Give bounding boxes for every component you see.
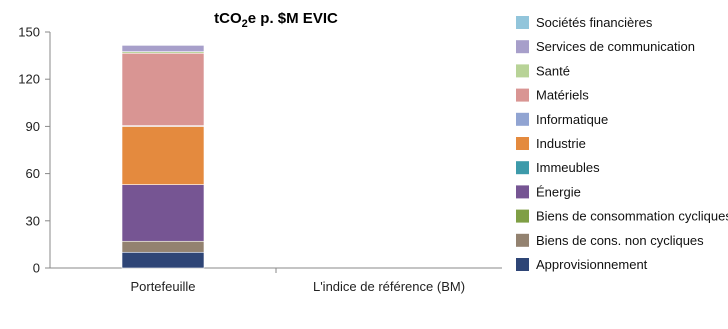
legend-label: Santé bbox=[536, 63, 570, 78]
legend-swatch bbox=[516, 40, 529, 54]
legend-label: Énergie bbox=[536, 184, 581, 199]
y-tick-label: 150 bbox=[18, 25, 40, 40]
legend-label: Sociétés financières bbox=[536, 15, 653, 30]
bar-segment-5-0 bbox=[121, 126, 205, 185]
bars bbox=[121, 45, 205, 269]
bar-segment-1-0 bbox=[121, 240, 205, 253]
legend-swatch bbox=[516, 161, 529, 175]
legend-label: Immeubles bbox=[536, 160, 600, 175]
legend-swatch bbox=[516, 88, 529, 102]
legend-swatch bbox=[516, 209, 529, 223]
chart-title: tCO2e p. $M EVIC bbox=[214, 10, 338, 30]
legend-label: Biens de cons. non cycliques bbox=[536, 233, 704, 248]
y-tick-label: 0 bbox=[33, 261, 40, 276]
legend-label: Approvisionnement bbox=[536, 257, 648, 272]
legend-swatch bbox=[516, 16, 529, 29]
legend-swatch bbox=[516, 137, 529, 150]
legend-swatch bbox=[516, 185, 529, 199]
chart-title-subscript: 2 bbox=[242, 18, 248, 30]
y-tick-label: 30 bbox=[26, 213, 40, 228]
legend-label: Biens de consommation cycliques bbox=[536, 209, 728, 224]
bar-segment-9-0 bbox=[121, 45, 205, 52]
legend-swatch bbox=[516, 233, 529, 247]
y-tick-label: 90 bbox=[26, 119, 40, 134]
bar-segment-7-0 bbox=[121, 52, 205, 126]
chart-title-main: tCO bbox=[214, 10, 242, 27]
legend-swatch bbox=[516, 258, 529, 271]
y-tick-label: 120 bbox=[18, 72, 40, 87]
legend-label: Industrie bbox=[536, 136, 586, 151]
legend-swatch bbox=[516, 112, 529, 126]
legend: Sociétés financières Services de communic… bbox=[516, 15, 728, 272]
bar-segment-3-0 bbox=[121, 184, 205, 242]
legend-label: Matériels bbox=[536, 88, 589, 103]
legend-label: Informatique bbox=[536, 112, 608, 127]
chart-title-rest: e p. $M EVIC bbox=[248, 10, 338, 27]
category-label: Portefeuille bbox=[130, 279, 195, 294]
bar-segment-0-0 bbox=[121, 251, 205, 269]
y-tick-label: 60 bbox=[26, 166, 40, 181]
legend-label: Services de communication bbox=[536, 39, 695, 54]
axes: 0 30 60 90 120 150 Portefeuille L'indice de réf… bbox=[18, 25, 502, 294]
legend-swatch bbox=[516, 64, 529, 78]
category-label: L'indice de référence (BM) bbox=[313, 279, 465, 294]
